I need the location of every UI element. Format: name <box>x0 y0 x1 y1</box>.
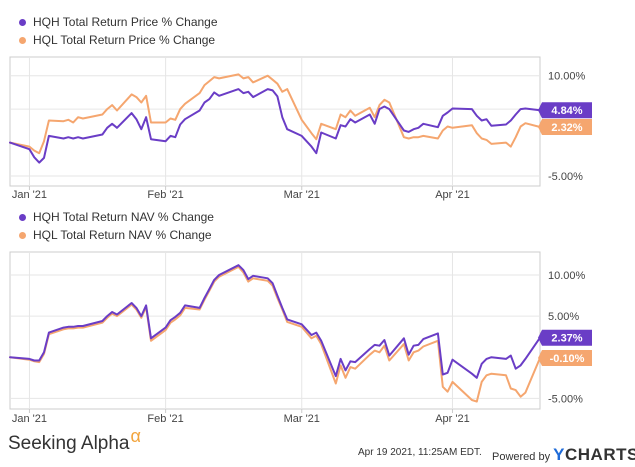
x-tick-label: Feb '21 <box>147 413 183 425</box>
legend-swatch-hql <box>19 36 26 44</box>
y-tick-label: 10.00% <box>548 71 586 83</box>
legend-item-hqh-price: HQH Total Return Price % Change <box>19 14 218 30</box>
y-tick-label: 5.00% <box>548 311 579 323</box>
x-tick-label: Feb '21 <box>147 189 183 201</box>
ycharts-mark-icon: Y <box>553 445 565 464</box>
legend-label: HQL Total Return Price % Change <box>33 33 216 47</box>
legend-swatch-hqh <box>19 213 26 221</box>
legend-swatch-hqh <box>19 18 26 26</box>
x-tick-label: Apr '21 <box>435 189 470 201</box>
y-tick-label: -5.00% <box>548 171 583 183</box>
end-value-label: 2.37% <box>551 333 582 345</box>
plot-frame <box>9 251 541 410</box>
plot-frame <box>9 56 541 187</box>
end-value-label: -0.10% <box>550 353 585 365</box>
seeking-alpha-logo: Seeking Alphaα <box>8 426 141 455</box>
powered-by-label: Powered by <box>492 451 551 463</box>
series-line-hqh <box>9 264 541 379</box>
x-tick-label: Jan '21 <box>12 189 47 201</box>
ycharts-name: CHARTS <box>565 445 635 464</box>
x-tick-label: Apr '21 <box>435 413 470 425</box>
series-line-hql <box>9 73 541 155</box>
end-value-tag-hql <box>538 350 592 367</box>
end-value-label: 4.84% <box>551 105 582 117</box>
timestamp: Apr 19 2021, 11:25AM EDT. <box>358 447 482 458</box>
ycharts-logo: YCHARTS <box>553 445 635 464</box>
end-value-label: 2.32% <box>551 122 582 134</box>
legend-label: HQH Total Return NAV % Change <box>33 210 214 224</box>
legend-swatch-hql <box>19 231 26 239</box>
series-line-hqh <box>9 88 541 164</box>
x-tick-label: Mar '21 <box>284 189 320 201</box>
brand-text: Seeking Alpha <box>8 433 130 454</box>
alpha-mark-icon: α <box>130 426 141 446</box>
powered-by: Powered by YCHARTS <box>492 445 635 465</box>
legend-label: HQH Total Return Price % Change <box>33 15 218 29</box>
x-tick-label: Jan '21 <box>12 413 47 425</box>
legend-item-hqh-nav: HQH Total Return NAV % Change <box>19 209 214 225</box>
x-tick-label: Mar '21 <box>284 413 320 425</box>
end-value-tag-hqh <box>538 102 592 119</box>
legend-item-hql-price: HQL Total Return Price % Change <box>19 32 215 48</box>
y-tick-label: 10.00% <box>548 270 586 282</box>
legend-item-hql-nav: HQL Total Return NAV % Change <box>19 227 212 243</box>
end-value-tag-hql <box>538 119 592 136</box>
end-value-tag-hqh <box>538 329 592 346</box>
legend-label: HQL Total Return NAV % Change <box>33 228 212 242</box>
y-tick-label: -5.00% <box>548 393 583 405</box>
